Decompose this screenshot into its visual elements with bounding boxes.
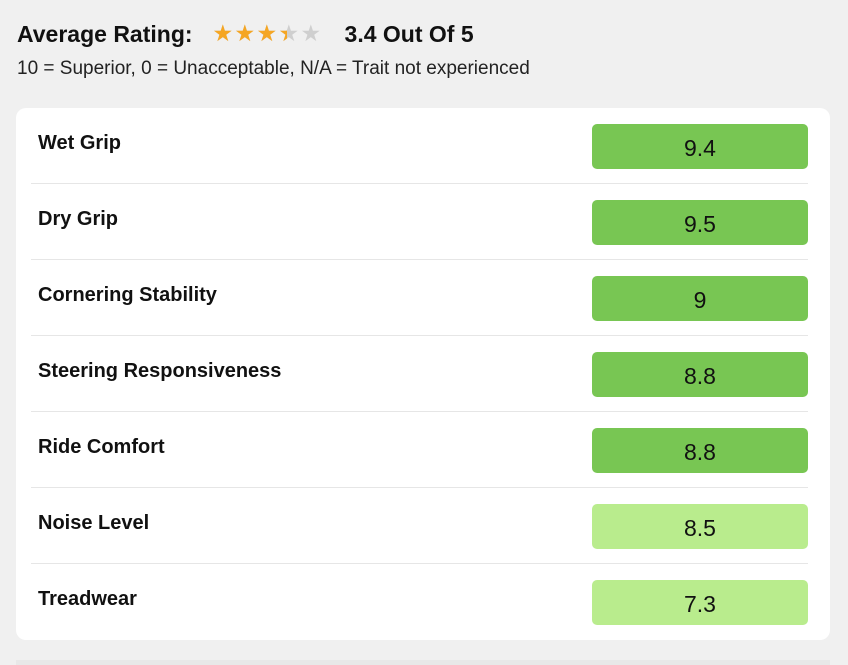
- rating-score: 9: [592, 276, 808, 321]
- star-rating: ★★★★★★★★★★: [213, 22, 323, 46]
- rating-row-wet-grip: Wet Grip 9.4: [31, 108, 808, 184]
- star-fill-icon: ★: [279, 22, 288, 46]
- rating-score: 8.8: [592, 352, 808, 397]
- star-icon: ★★: [256, 21, 278, 47]
- rating-row-steering-responsiveness: Steering Responsiveness 8.8: [31, 336, 808, 412]
- ratings-card: Wet Grip 9.4 Dry Grip 9.5 Cornering Stab…: [16, 108, 830, 640]
- rating-label: Ride Comfort: [38, 436, 165, 458]
- average-rating-label: Average Rating:: [17, 20, 193, 47]
- rating-row-noise-level: Noise Level 8.5: [31, 488, 808, 564]
- rating-row-treadwear: Treadwear 7.3: [31, 564, 808, 640]
- rating-label: Treadwear: [38, 588, 137, 610]
- rating-row-cornering-stability: Cornering Stability 9: [31, 260, 808, 336]
- rating-score: 9.4: [592, 124, 808, 169]
- star-fill-icon: ★: [212, 22, 234, 46]
- average-rating-header: Average Rating: ★★★★★★★★★★ 3.4 Out Of 5: [17, 14, 474, 54]
- rating-label: Dry Grip: [38, 208, 119, 230]
- average-rating-value: 3.4 Out Of 5: [344, 20, 474, 47]
- rating-label: Wet Grip: [38, 132, 121, 154]
- rating-row-dry-grip: Dry Grip 9.5: [31, 184, 808, 260]
- star-icon: ★★: [234, 21, 256, 47]
- star-fill-icon: ★: [234, 22, 256, 46]
- rating-score: 8.8: [592, 428, 808, 473]
- star-icon: ★★: [300, 21, 322, 47]
- rating-label: Cornering Stability: [38, 284, 217, 306]
- rating-score: 7.3: [592, 580, 808, 625]
- rating-label: Steering Responsiveness: [38, 360, 282, 382]
- rating-score: 9.5: [592, 200, 808, 245]
- rating-label: Noise Level: [38, 512, 150, 534]
- rating-score: 8.5: [592, 504, 808, 549]
- star-icon: ★★: [212, 21, 234, 47]
- star-fill-icon: ★: [256, 22, 278, 46]
- rating-row-ride-comfort: Ride Comfort 8.8: [31, 412, 808, 488]
- rating-scale-legend: 10 = Superior, 0 = Unacceptable, N/A = T…: [17, 58, 530, 79]
- bottom-divider: [16, 660, 830, 665]
- star-icon: ★★: [278, 21, 300, 47]
